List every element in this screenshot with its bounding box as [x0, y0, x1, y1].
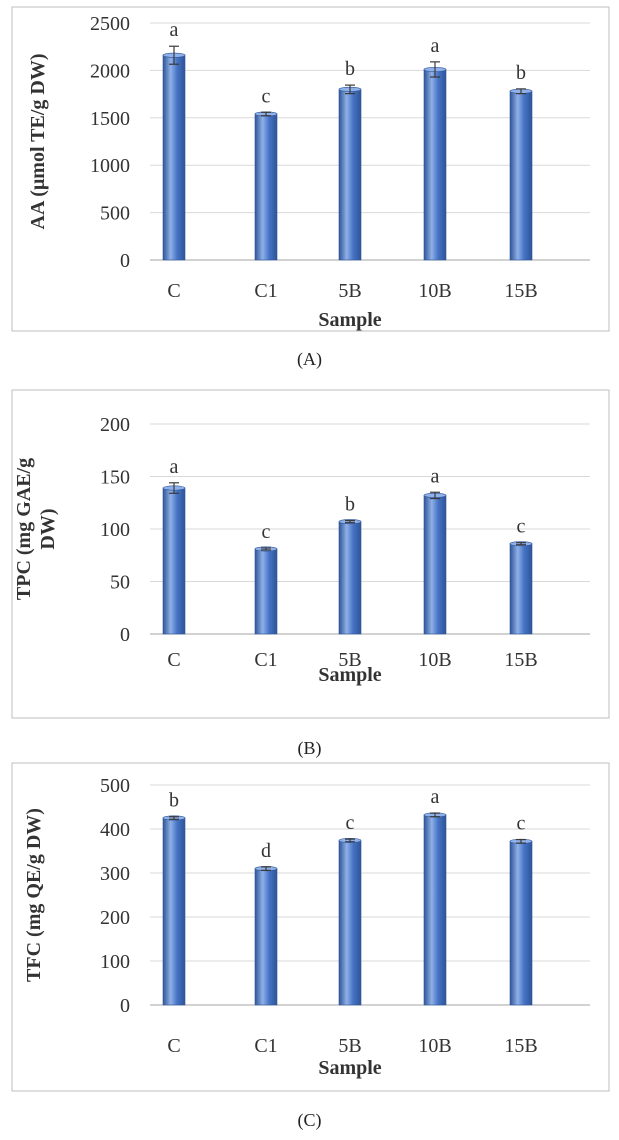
y-tick-label: 100	[100, 519, 130, 541]
y-tick-label: 150	[100, 467, 130, 489]
y-tick-label: 300	[100, 863, 130, 885]
bar	[423, 814, 447, 1006]
y-tick-label: 50	[110, 572, 130, 594]
bar	[162, 817, 186, 1006]
y-tick-label: 1000	[90, 155, 130, 177]
significance-letter: c	[262, 85, 271, 107]
significance-letter: b	[345, 58, 355, 80]
y-axis-title-group: TFC (mg QE/g DW)	[23, 808, 45, 982]
bar	[338, 840, 362, 1006]
significance-letter: b	[516, 62, 526, 84]
x-tick-label: 10B	[418, 280, 451, 302]
y-axis-title-group: AA (μmol TE/g DW)	[27, 54, 49, 230]
y-tick-label: 200	[100, 907, 130, 929]
bar	[162, 487, 186, 635]
y-tick-label: 400	[100, 819, 130, 841]
significance-letter: c	[517, 516, 526, 538]
bar	[423, 495, 447, 635]
significance-letter: a	[431, 465, 440, 487]
y-tick-label: 0	[120, 624, 130, 646]
y-tick-label: 500	[100, 775, 130, 797]
chart-frame	[11, 762, 610, 1092]
x-tick-label: 15B	[504, 280, 537, 302]
significance-letter: a	[170, 19, 179, 41]
bar	[509, 543, 533, 635]
chart-frame	[11, 389, 610, 719]
significance-letter: d	[261, 840, 271, 862]
x-tick-label: C	[167, 280, 180, 302]
y-axis-title: TPC (mg GAE/g DW)	[13, 458, 59, 600]
significance-letter: b	[345, 494, 355, 516]
x-tick-label: C1	[254, 1035, 277, 1057]
bar	[338, 89, 362, 261]
x-tick-label: 10B	[418, 649, 451, 671]
significance-letter: a	[431, 786, 440, 808]
caption-a: (A)	[297, 349, 322, 369]
y-tick-label: 500	[100, 203, 130, 225]
chart-a-svg: 0 500 1000 1500 2000 2500 a Cc C1 b 5B a 10B b 15B Samp…	[11, 6, 610, 332]
y-tick-label: 200	[100, 414, 130, 436]
bar	[423, 69, 447, 261]
significance-letter: c	[517, 813, 526, 835]
significance-letter: c	[262, 521, 271, 543]
significance-letter: b	[169, 790, 179, 812]
x-tick-label: 5B	[338, 1035, 361, 1057]
x-tick-label: C	[167, 1035, 180, 1057]
x-tick-label: 10B	[418, 1035, 451, 1057]
significance-letter: a	[431, 35, 440, 57]
y-tick-label: 100	[100, 951, 130, 973]
bar	[254, 868, 278, 1006]
bar	[509, 841, 533, 1006]
x-tick-label: 15B	[504, 1035, 537, 1057]
caption-b: (B)	[297, 738, 322, 758]
x-axis-title: Sample	[318, 1057, 381, 1079]
caption-c: (C)	[297, 1110, 322, 1130]
y-axis-title: AA (μmol TE/g DW)	[27, 54, 49, 230]
x-tick-label: C1	[254, 649, 277, 671]
y-tick-label: 0	[120, 250, 130, 272]
x-axis-title: Sample	[318, 309, 381, 331]
bar	[338, 521, 362, 635]
chart-frame	[11, 6, 610, 332]
x-tick-label: C1	[254, 280, 277, 302]
bar	[254, 113, 278, 261]
chart-c-svg: 0 100 200 300 400 500 b Cd C1 c 5B a 10B c 15B Sample TF…	[11, 762, 610, 1092]
significance-letter: c	[346, 812, 355, 834]
y-tick-label: 0	[120, 995, 130, 1017]
y-axis-title-group: TPC (mg GAE/g DW)	[13, 458, 59, 600]
bar	[162, 54, 186, 261]
y-tick-label: 2000	[90, 60, 130, 82]
x-tick-label: 15B	[504, 649, 537, 671]
bar	[509, 90, 533, 261]
y-tick-label: 1500	[90, 108, 130, 130]
bar	[254, 548, 278, 635]
y-tick-label: 2500	[90, 13, 130, 35]
significance-letter: a	[170, 456, 179, 478]
x-tick-label: 5B	[338, 280, 361, 302]
chart-b-svg: 0 50 100 150 200 a Cc C1 b 5B a 10B c 15B Sample TPC (m…	[11, 389, 610, 719]
x-tick-label: 5B	[338, 649, 361, 671]
x-axis-title: Sample	[318, 664, 381, 686]
y-axis-title: TFC (mg QE/g DW)	[23, 808, 45, 982]
x-tick-label: C	[167, 649, 180, 671]
